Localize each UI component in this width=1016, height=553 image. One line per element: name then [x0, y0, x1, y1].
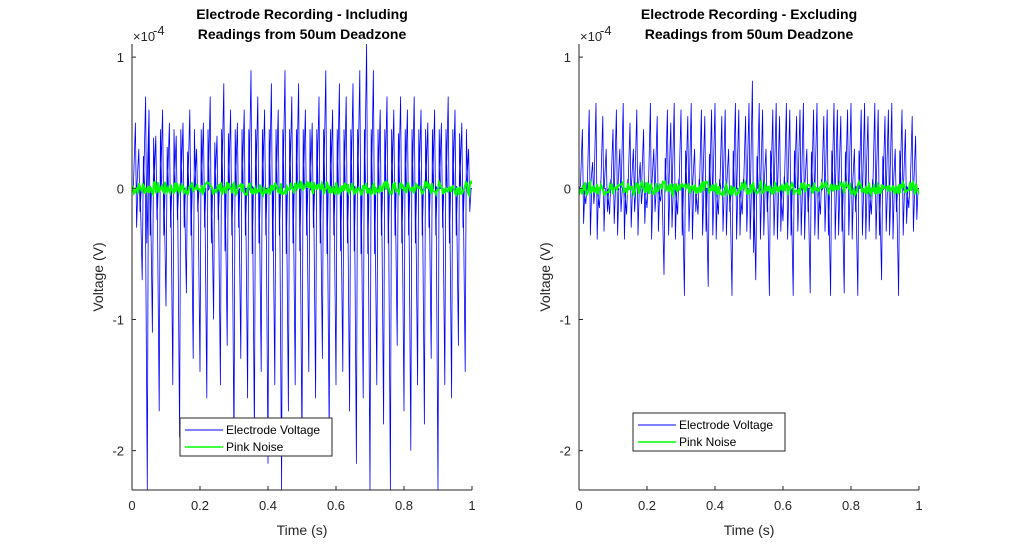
y-tick-label: -1 — [559, 312, 571, 327]
y-tick-label: -2 — [559, 444, 571, 459]
y-tick-label: -2 — [112, 444, 124, 459]
y-exponent-power: -4 — [153, 23, 165, 38]
series-pink-noise-line — [579, 178, 919, 198]
y-tick-label: 0 — [564, 181, 571, 196]
plot-area — [579, 80, 919, 296]
chart-title-line: Readings from 50um Deadzone — [198, 26, 407, 42]
x-tick-label: 1 — [915, 498, 922, 513]
x-tick-label: 0.4 — [706, 498, 724, 513]
legend: Electrode Voltage Pink Noise — [179, 417, 333, 457]
y-axis-label: Voltage (V) — [90, 242, 106, 311]
x-tick-label: 0 — [575, 498, 582, 513]
y-exponent-power: -4 — [600, 23, 612, 38]
x-tick-label: 0.6 — [774, 498, 792, 513]
y-axis-label: Voltage (V) — [537, 242, 553, 311]
x-tick-label: 0.6 — [327, 498, 345, 513]
chart-title-line: Electrode Recording - Excluding — [641, 6, 857, 22]
chart-title-line: Readings from 50um Deadzone — [645, 26, 854, 42]
legend: Electrode Voltage Pink Noise — [632, 412, 786, 452]
x-tick-label: 1 — [468, 498, 475, 513]
y-tick-label: -1 — [112, 312, 124, 327]
legend-label-pink-noise: Pink Noise — [226, 440, 284, 454]
subplot-1: Electrode Recording - Including Readings … — [90, 6, 476, 538]
series-electrode-voltage-line — [132, 44, 472, 490]
y-tick-label: 0 — [117, 181, 124, 196]
y-tick-label: 1 — [117, 50, 124, 65]
subplot-2: Electrode Recording - Excluding Readings … — [537, 6, 923, 538]
legend-box — [179, 417, 333, 457]
series-pink-noise-line — [132, 178, 472, 199]
y-tick-label: 1 — [564, 50, 571, 65]
x-tick-label: 0.4 — [259, 498, 277, 513]
x-axis-label: Time (s) — [724, 522, 775, 538]
y-exponent-label: ×10 — [133, 29, 155, 44]
x-tick-label: 0.2 — [191, 498, 209, 513]
x-tick-label: 0.8 — [395, 498, 413, 513]
x-tick-label: 0 — [128, 498, 135, 513]
legend-box — [632, 412, 786, 452]
y-exponent-label: ×10 — [580, 29, 602, 44]
x-tick-label: 0.2 — [638, 498, 656, 513]
series-electrode-voltage-line — [579, 80, 919, 296]
chart-title-line: Electrode Recording - Including — [196, 6, 408, 22]
x-tick-label: 0.8 — [842, 498, 860, 513]
x-axis-label: Time (s) — [277, 522, 328, 538]
legend-label-pink-noise: Pink Noise — [679, 435, 737, 449]
plot-area — [132, 44, 472, 490]
legend-label-electrode-voltage: Electrode Voltage — [679, 418, 773, 432]
legend-label-electrode-voltage: Electrode Voltage — [226, 423, 320, 437]
